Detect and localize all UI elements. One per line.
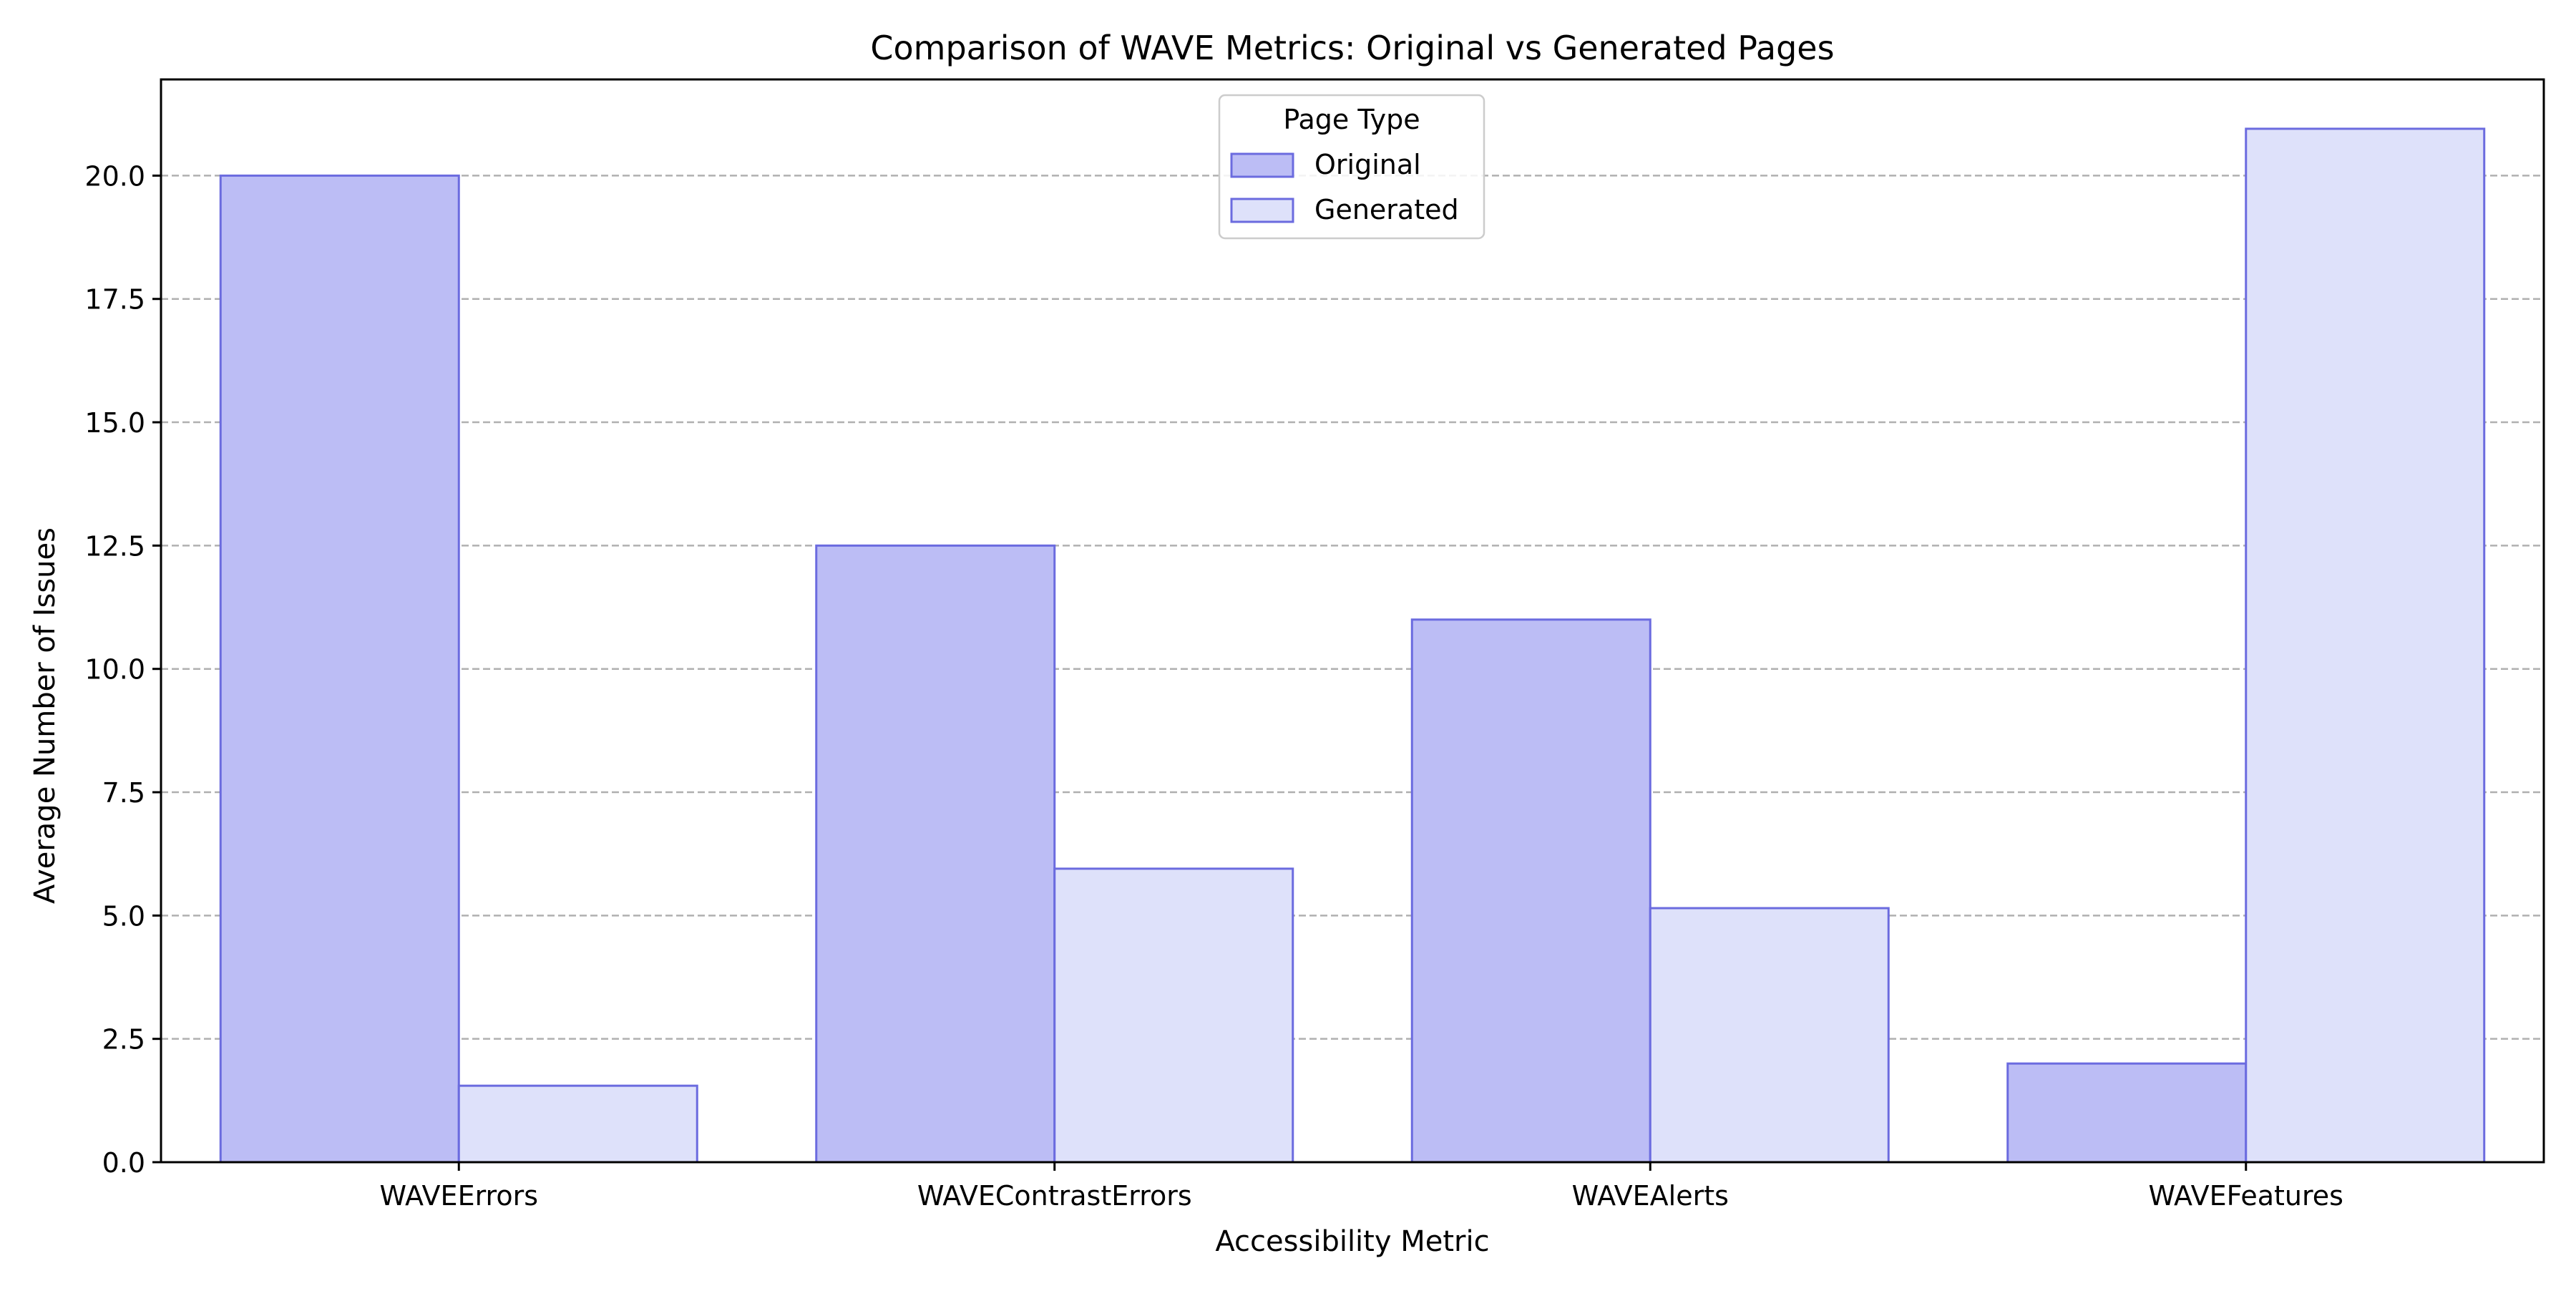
legend: Page Type Original Generated bbox=[1218, 94, 1485, 240]
y-tick-label: 10.0 bbox=[84, 654, 145, 686]
legend-swatch-generated bbox=[1230, 198, 1294, 223]
legend-swatch-original bbox=[1230, 152, 1294, 178]
bar-generated-wavefeatures bbox=[2245, 127, 2486, 1164]
y-tick-label: 15.0 bbox=[84, 407, 145, 439]
y-tick-label: 7.5 bbox=[102, 777, 145, 809]
plot-frame bbox=[160, 78, 2545, 1164]
bar-original-wavealerts bbox=[1410, 618, 1652, 1164]
bar-original-waveerrors bbox=[219, 174, 460, 1164]
x-tick-label: WAVEAlerts bbox=[1572, 1180, 1729, 1212]
bar-generated-waveerrors bbox=[457, 1084, 698, 1164]
x-tick-label: WAVEFeatures bbox=[2149, 1180, 2343, 1212]
y-tick-label: 5.0 bbox=[102, 900, 145, 932]
legend-title: Page Type bbox=[1283, 104, 1420, 135]
bar-original-wavecontrasterrors bbox=[815, 544, 1056, 1164]
y-tick-label: 20.0 bbox=[84, 160, 145, 192]
x-axis-label: Accessibility Metric bbox=[1215, 1225, 1489, 1258]
bar-generated-wavealerts bbox=[1649, 907, 1890, 1164]
y-tick-label: 2.5 bbox=[102, 1024, 145, 1056]
bar-generated-wavecontrasterrors bbox=[1053, 867, 1294, 1164]
x-tick-label: WAVEContrastErrors bbox=[917, 1180, 1192, 1212]
y-tick-label: 0.0 bbox=[102, 1147, 145, 1179]
bar-original-wavefeatures bbox=[2006, 1062, 2248, 1164]
x-tick-label: WAVEErrors bbox=[380, 1180, 539, 1212]
y-tick-label: 12.5 bbox=[84, 530, 145, 562]
y-axis-label: Average Number of Issues bbox=[29, 527, 62, 904]
chart-title: Comparison of WAVE Metrics: Original vs … bbox=[870, 29, 1834, 67]
legend-label-generated: Generated bbox=[1314, 194, 1459, 225]
legend-label-original: Original bbox=[1314, 149, 1421, 180]
y-tick-label: 17.5 bbox=[84, 284, 145, 316]
bars bbox=[219, 127, 2486, 1164]
axes: 0.0 2.5 5.0 7.5 10.0 12.5 15.0 17.5 20.0 WAVEErro… bbox=[84, 160, 2343, 1212]
